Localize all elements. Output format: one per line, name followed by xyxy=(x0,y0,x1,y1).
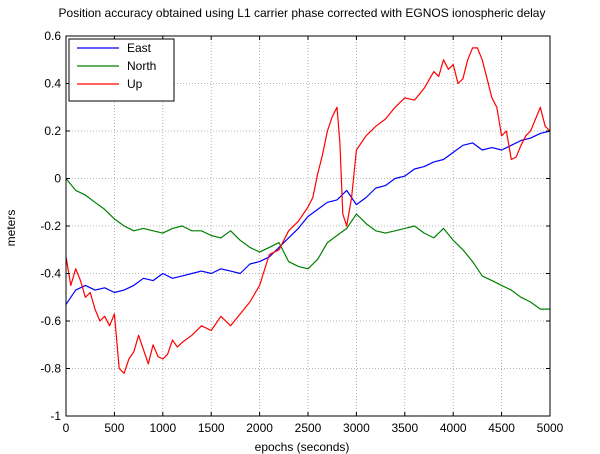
x-tick-label: 2000 xyxy=(246,421,273,435)
x-tick-label: 500 xyxy=(104,421,124,435)
series-line-east xyxy=(65,130,551,305)
y-tick-label: -0.6 xyxy=(40,314,61,328)
x-tick-label: 1000 xyxy=(149,421,176,435)
y-tick-label: 0.2 xyxy=(44,124,61,138)
series-layer xyxy=(65,47,551,374)
x-tick-label: 0 xyxy=(63,421,70,435)
y-tick-label: -0.2 xyxy=(40,219,61,233)
series-line-north xyxy=(65,178,550,310)
legend-label-east: East xyxy=(127,41,152,55)
x-axis-label: epochs (seconds) xyxy=(255,440,350,454)
legend-label-north: North xyxy=(127,59,156,73)
chart-title: Position accuracy obtained using L1 carr… xyxy=(59,6,546,20)
x-tick-label: 3500 xyxy=(391,421,418,435)
tick-marks xyxy=(65,35,551,417)
x-tick-label: 3000 xyxy=(343,421,370,435)
x-tick-label: 2500 xyxy=(295,421,322,435)
x-tick-label: 4000 xyxy=(440,421,467,435)
y-tick-labels: -1 -0.8 -0.6 -0.4 -0.2 0 0.2 0.4 0.6 xyxy=(40,29,61,423)
y-tick-label: -1 xyxy=(50,409,61,423)
x-tick-label: 5000 xyxy=(537,421,564,435)
y-tick-label: -0.8 xyxy=(40,362,61,376)
y-tick-label: 0.4 xyxy=(44,77,61,91)
legend: East North Up xyxy=(68,38,175,102)
y-tick-label: -0.4 xyxy=(40,267,61,281)
y-tick-label: 0.6 xyxy=(44,29,61,43)
x-tick-label: 1500 xyxy=(198,421,225,435)
legend-box xyxy=(68,38,175,102)
y-tick-label: 0 xyxy=(54,172,61,186)
legend-label-up: Up xyxy=(127,77,143,91)
y-axis-label: meters xyxy=(4,210,18,247)
x-tick-label: 4500 xyxy=(488,421,515,435)
series-line-up xyxy=(65,47,551,374)
x-tick-labels: 0 500 1000 1500 2000 2500 3000 3500 4000 4500 5000 xyxy=(63,421,564,435)
